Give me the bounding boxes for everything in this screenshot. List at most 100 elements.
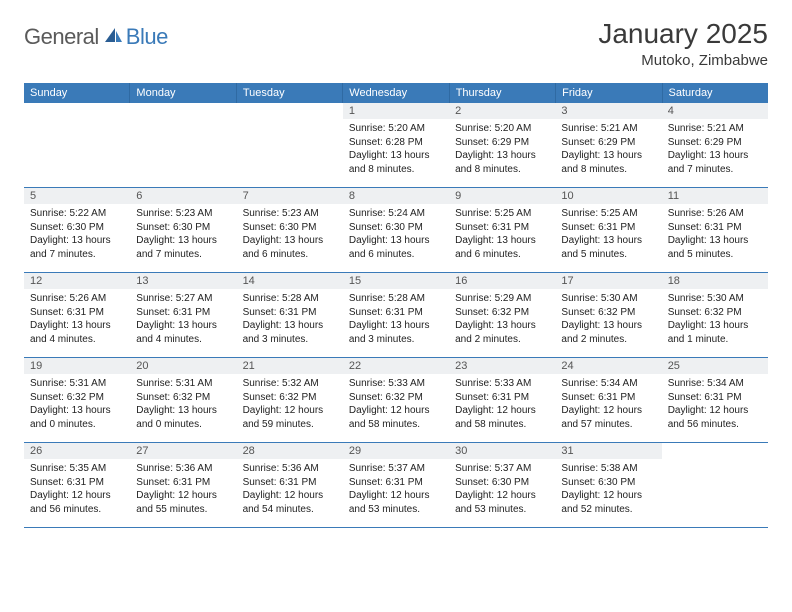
day-line: Sunset: 6:31 PM [136, 476, 230, 490]
day-body: Sunrise: 5:25 AMSunset: 6:31 PMDaylight:… [449, 204, 555, 264]
day-line: Sunrise: 5:29 AM [455, 292, 549, 306]
day-cell: 7Sunrise: 5:23 AMSunset: 6:30 PMDaylight… [237, 188, 343, 272]
day-header-monday: Monday [130, 83, 236, 103]
day-line: Daylight: 13 hours [668, 234, 762, 248]
day-body: Sunrise: 5:33 AMSunset: 6:31 PMDaylight:… [449, 374, 555, 434]
day-line: Daylight: 12 hours [455, 404, 549, 418]
day-cell: 5Sunrise: 5:22 AMSunset: 6:30 PMDaylight… [24, 188, 130, 272]
day-line: Daylight: 13 hours [668, 149, 762, 163]
day-line: Sunset: 6:31 PM [136, 306, 230, 320]
day-line: and 7 minutes. [30, 248, 124, 262]
day-line: Daylight: 13 hours [30, 404, 124, 418]
day-body [24, 119, 130, 125]
day-body [130, 119, 236, 125]
day-cell [130, 103, 236, 187]
day-line: and 7 minutes. [136, 248, 230, 262]
day-body: Sunrise: 5:28 AMSunset: 6:31 PMDaylight:… [237, 289, 343, 349]
day-body: Sunrise: 5:37 AMSunset: 6:31 PMDaylight:… [343, 459, 449, 519]
day-cell: 19Sunrise: 5:31 AMSunset: 6:32 PMDayligh… [24, 358, 130, 442]
day-line: Sunset: 6:32 PM [561, 306, 655, 320]
day-line: Daylight: 12 hours [243, 404, 337, 418]
day-body: Sunrise: 5:31 AMSunset: 6:32 PMDaylight:… [130, 374, 236, 434]
day-cell: 6Sunrise: 5:23 AMSunset: 6:30 PMDaylight… [130, 188, 236, 272]
day-cell: 3Sunrise: 5:21 AMSunset: 6:29 PMDaylight… [555, 103, 661, 187]
day-line: Sunrise: 5:23 AM [136, 207, 230, 221]
day-line: Sunrise: 5:38 AM [561, 462, 655, 476]
day-line: Sunset: 6:30 PM [30, 221, 124, 235]
day-line: Sunrise: 5:20 AM [349, 122, 443, 136]
day-line: Daylight: 13 hours [561, 149, 655, 163]
day-header-wednesday: Wednesday [343, 83, 449, 103]
day-cell [24, 103, 130, 187]
day-line: and 52 minutes. [561, 503, 655, 517]
day-body: Sunrise: 5:34 AMSunset: 6:31 PMDaylight:… [555, 374, 661, 434]
day-line: Sunrise: 5:31 AM [136, 377, 230, 391]
day-cell: 15Sunrise: 5:28 AMSunset: 6:31 PMDayligh… [343, 273, 449, 357]
day-line: Sunset: 6:31 PM [455, 391, 549, 405]
day-line: Daylight: 13 hours [561, 234, 655, 248]
day-line: Sunset: 6:32 PM [136, 391, 230, 405]
day-line: Sunrise: 5:34 AM [561, 377, 655, 391]
day-number: 22 [343, 358, 449, 374]
day-line: and 56 minutes. [30, 503, 124, 517]
day-body [237, 119, 343, 125]
day-number: 11 [662, 188, 768, 204]
day-body: Sunrise: 5:32 AMSunset: 6:32 PMDaylight:… [237, 374, 343, 434]
day-line: Sunset: 6:31 PM [668, 221, 762, 235]
day-line: and 1 minute. [668, 333, 762, 347]
logo: General Blue [24, 18, 168, 50]
day-line: Sunrise: 5:26 AM [30, 292, 124, 306]
day-cell: 29Sunrise: 5:37 AMSunset: 6:31 PMDayligh… [343, 443, 449, 527]
day-number: 13 [130, 273, 236, 289]
day-line: Sunrise: 5:21 AM [668, 122, 762, 136]
day-cell: 21Sunrise: 5:32 AMSunset: 6:32 PMDayligh… [237, 358, 343, 442]
day-cell: 31Sunrise: 5:38 AMSunset: 6:30 PMDayligh… [555, 443, 661, 527]
day-number: 2 [449, 103, 555, 119]
day-number: 17 [555, 273, 661, 289]
day-line: and 7 minutes. [668, 163, 762, 177]
day-line: Sunrise: 5:20 AM [455, 122, 549, 136]
day-number: 23 [449, 358, 555, 374]
day-line: Daylight: 13 hours [243, 319, 337, 333]
day-body: Sunrise: 5:28 AMSunset: 6:31 PMDaylight:… [343, 289, 449, 349]
day-number [24, 103, 130, 119]
day-line: Sunrise: 5:30 AM [561, 292, 655, 306]
day-body: Sunrise: 5:24 AMSunset: 6:30 PMDaylight:… [343, 204, 449, 264]
day-line: Daylight: 12 hours [136, 489, 230, 503]
day-line: Daylight: 12 hours [561, 404, 655, 418]
day-line: Sunset: 6:29 PM [455, 136, 549, 150]
day-line: and 53 minutes. [455, 503, 549, 517]
day-line: and 6 minutes. [349, 248, 443, 262]
page: General Blue January 2025 Mutoko, Zimbab… [0, 0, 792, 546]
day-line: and 8 minutes. [455, 163, 549, 177]
day-cell: 13Sunrise: 5:27 AMSunset: 6:31 PMDayligh… [130, 273, 236, 357]
day-number: 1 [343, 103, 449, 119]
day-line: Daylight: 13 hours [136, 404, 230, 418]
day-line: Sunset: 6:31 PM [243, 476, 337, 490]
day-body: Sunrise: 5:34 AMSunset: 6:31 PMDaylight:… [662, 374, 768, 434]
day-body: Sunrise: 5:20 AMSunset: 6:28 PMDaylight:… [343, 119, 449, 179]
day-line: and 2 minutes. [455, 333, 549, 347]
day-number: 12 [24, 273, 130, 289]
day-line: Sunrise: 5:31 AM [30, 377, 124, 391]
day-cell: 22Sunrise: 5:33 AMSunset: 6:32 PMDayligh… [343, 358, 449, 442]
day-body: Sunrise: 5:31 AMSunset: 6:32 PMDaylight:… [24, 374, 130, 434]
day-line: Sunrise: 5:23 AM [243, 207, 337, 221]
day-cell: 28Sunrise: 5:36 AMSunset: 6:31 PMDayligh… [237, 443, 343, 527]
logo-text-general: General [24, 24, 99, 50]
day-body: Sunrise: 5:30 AMSunset: 6:32 PMDaylight:… [555, 289, 661, 349]
day-line: and 57 minutes. [561, 418, 655, 432]
day-line: Sunrise: 5:34 AM [668, 377, 762, 391]
day-line: Sunrise: 5:36 AM [243, 462, 337, 476]
day-number [237, 103, 343, 119]
day-cell: 11Sunrise: 5:26 AMSunset: 6:31 PMDayligh… [662, 188, 768, 272]
day-line: Sunset: 6:30 PM [455, 476, 549, 490]
day-number: 14 [237, 273, 343, 289]
page-title: January 2025 [598, 18, 768, 50]
day-line: Sunset: 6:31 PM [455, 221, 549, 235]
day-body: Sunrise: 5:35 AMSunset: 6:31 PMDaylight:… [24, 459, 130, 519]
day-line: Sunrise: 5:30 AM [668, 292, 762, 306]
day-number: 20 [130, 358, 236, 374]
day-header-saturday: Saturday [663, 83, 768, 103]
day-number: 15 [343, 273, 449, 289]
